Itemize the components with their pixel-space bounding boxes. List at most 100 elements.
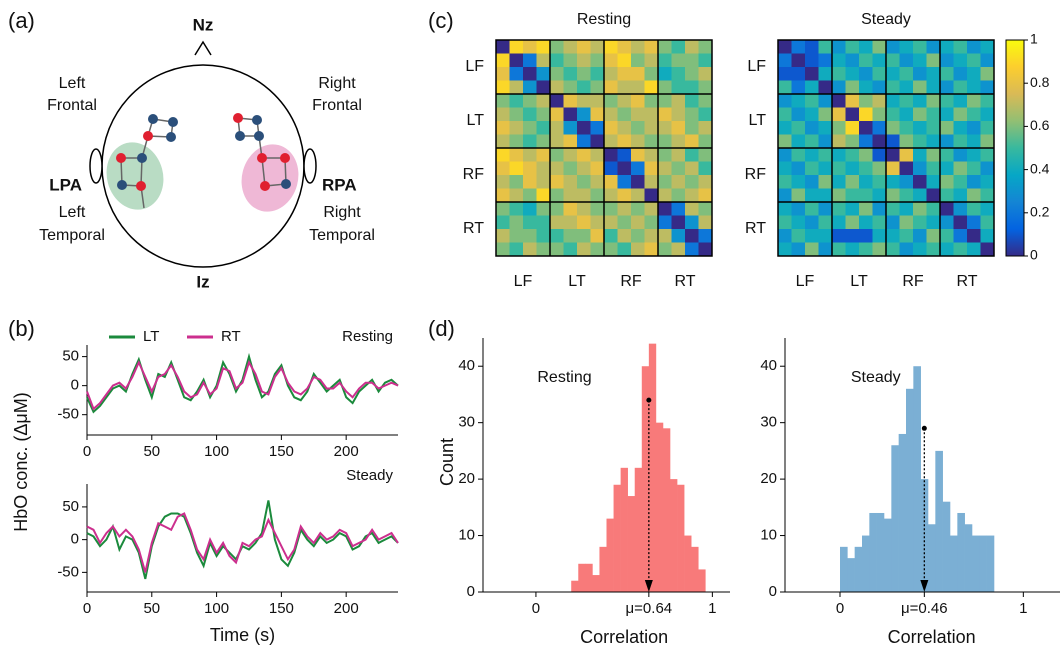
heatmap-cell [685,94,699,108]
heatmap-cell [645,175,659,189]
heatmap-cell [873,40,887,54]
heatmap-cell [981,202,995,216]
heatmap-cell [873,67,887,81]
heatmap-cell [496,94,510,108]
heatmap-cell [927,135,941,149]
heatmap-cell [886,121,900,135]
heatmap-cell [792,67,806,81]
heatmap-cell [778,94,792,108]
heatmap-cell [618,81,632,95]
heatmap-cell [981,54,995,68]
heatmap-cell [913,202,927,216]
histogram-bar [957,513,965,592]
heatmap-cell [927,94,941,108]
heatmap-cell [940,135,954,149]
heatmap-cell [954,175,968,189]
heatmap-cell [604,54,618,68]
heatmap-cell [591,216,605,230]
heatmap-cell [846,135,860,149]
heatmap-cell [981,67,995,81]
panel-label: (d) [428,316,455,341]
region-label: Right [323,204,361,221]
heatmap-cell [927,202,941,216]
heatmap-cell [591,189,605,203]
heatmap-cell [846,40,860,54]
heatmap-cell [523,216,537,230]
heatmap-cell [967,81,981,95]
heatmap-cell [699,175,713,189]
heatmap-cell [631,135,645,149]
histogram-bar [928,524,936,592]
figure: (a) (b) (c) (d) Nz Iz LPA RPA Left Front… [0,0,1063,658]
heatmap-cell [832,148,846,162]
y-tick-label: 10 [760,527,777,544]
heatmap-cell [523,189,537,203]
heatmap-cell [550,229,564,243]
heatmap-cell [792,94,806,108]
heatmap-cell [496,175,510,189]
heatmap-cell [550,202,564,216]
heatmap-cell [967,135,981,149]
heatmap-cell [658,54,672,68]
region-label: Left [59,204,86,221]
heatmap-cell [699,135,713,149]
heatmap-cell [900,202,914,216]
heatmap-cell [523,81,537,95]
heatmap-cell [496,40,510,54]
heatmap-cell [954,94,968,108]
heatmap-cell [672,189,686,203]
heatmap-cell [658,162,672,176]
heatmap-cell [523,67,537,81]
histogram-bar [987,536,995,592]
heatmap-cell [604,121,618,135]
heatmap-cell [496,189,510,203]
heatmap-cell [805,67,819,81]
heatmap-cell [886,189,900,203]
heatmap-cell [591,121,605,135]
heatmap-cell [658,81,672,95]
heatmap-cell [778,162,792,176]
heatmap-cell [873,54,887,68]
col-label: LT [568,273,586,290]
heatmap-cell [846,148,860,162]
heatmap-cell [618,108,632,122]
heatmap-cell [778,148,792,162]
x-tick-label: 1 [708,600,716,617]
heatmap-cell [685,54,699,68]
heatmap-cell [927,40,941,54]
heatmap-cell [913,94,927,108]
heatmap-cell [631,162,645,176]
heatmap-cell [631,40,645,54]
heatmap-cell [927,108,941,122]
heatmap-cell [564,108,578,122]
heatmap-cell [672,175,686,189]
heatmap-cell [900,243,914,257]
histogram-bar [614,485,621,592]
colorbar-tick-label: 1 [1030,31,1038,47]
heatmap-cell [954,216,968,230]
heatmap-cell [496,162,510,176]
heatmap-cell [873,229,887,243]
x-tick-label: 0 [83,443,91,460]
heatmap-cell [792,121,806,135]
heatmap-cell [604,189,618,203]
landmark-label: Iz [196,272,209,291]
heatmap-cell [496,202,510,216]
heatmap-cell [967,67,981,81]
heatmap-cell [967,243,981,257]
row-label: RT [745,220,766,237]
heatmap-cell [805,175,819,189]
heatmap-cell [886,94,900,108]
heatmap-cell [913,135,927,149]
histogram-bar [877,513,885,592]
col-label: RF [902,273,924,290]
y-tick-label: 50 [62,498,79,515]
heatmap-cell [591,148,605,162]
heatmap-cell [537,121,551,135]
heatmap-cell [900,54,914,68]
heatmap-cell [900,67,914,81]
colorbar-tick-label: 0.4 [1030,160,1050,176]
panel-label: (a) [8,8,35,33]
heatmap-cell [658,243,672,257]
heatmap-cell [846,121,860,135]
